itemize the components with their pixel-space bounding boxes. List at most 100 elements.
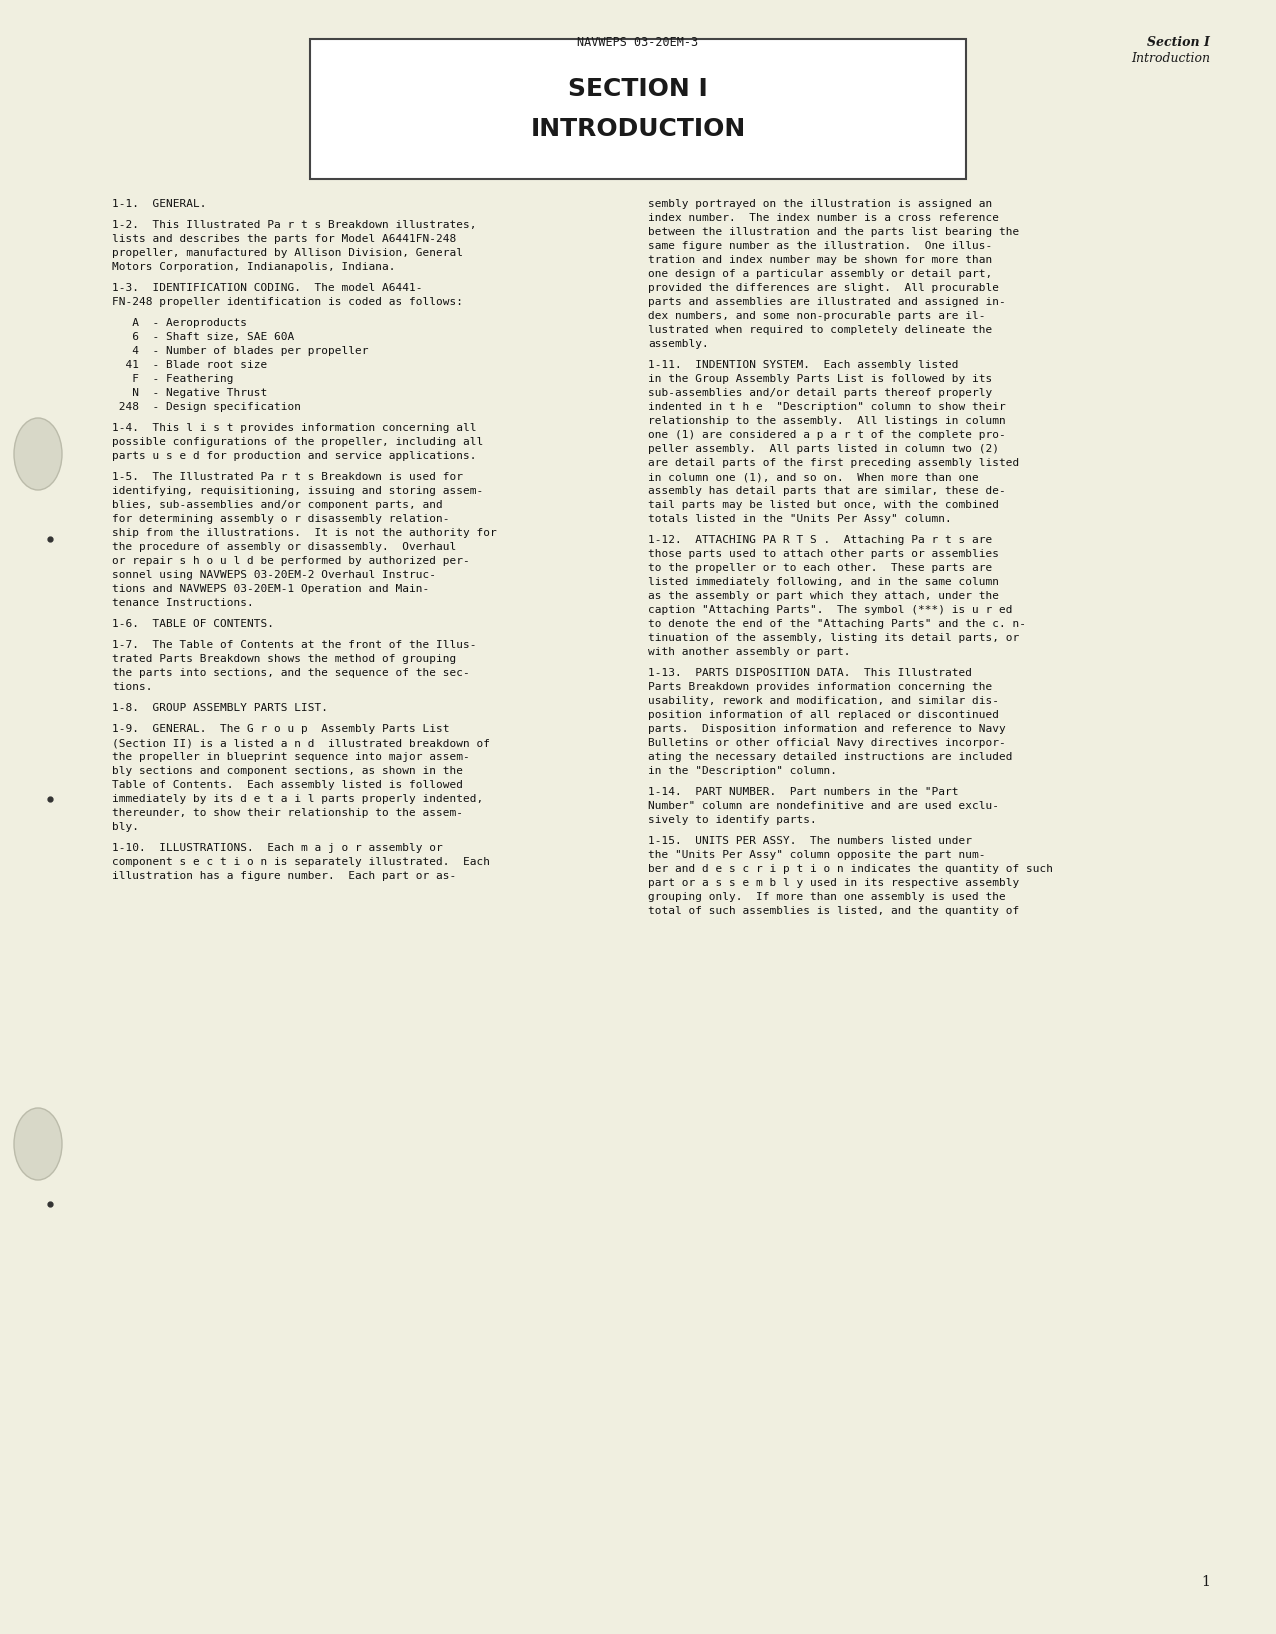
Text: 1-6.  TABLE OF CONTENTS.: 1-6. TABLE OF CONTENTS.: [112, 619, 274, 629]
Text: dex numbers, and some non-procurable parts are il-: dex numbers, and some non-procurable par…: [648, 310, 985, 320]
Text: between the illustration and the parts list bearing the: between the illustration and the parts l…: [648, 227, 1020, 237]
Text: (Section II) is a listed a n d  illustrated breakdown of: (Section II) is a listed a n d illustrat…: [112, 739, 490, 748]
Text: 4  - Number of blades per propeller: 4 - Number of blades per propeller: [112, 346, 369, 356]
Text: the parts into sections, and the sequence of the sec-: the parts into sections, and the sequenc…: [112, 668, 470, 678]
Text: the procedure of assembly or disassembly.  Overhaul: the procedure of assembly or disassembly…: [112, 542, 457, 552]
Text: ber and d e s c r i p t i o n indicates the quantity of such: ber and d e s c r i p t i o n indicates …: [648, 864, 1053, 874]
Text: sub-assemblies and/or detail parts thereof properly: sub-assemblies and/or detail parts there…: [648, 387, 993, 399]
Text: tions.: tions.: [112, 681, 153, 693]
Text: 1-2.  This Illustrated Pa r t s Breakdown illustrates,: 1-2. This Illustrated Pa r t s Breakdown…: [112, 221, 476, 230]
Text: Parts Breakdown provides information concerning the: Parts Breakdown provides information con…: [648, 681, 993, 693]
Text: assembly.: assembly.: [648, 338, 708, 350]
Text: illustration has a figure number.  Each part or as-: illustration has a figure number. Each p…: [112, 871, 457, 881]
Text: 1-14.  PART NUMBER.  Part numbers in the "Part: 1-14. PART NUMBER. Part numbers in the "…: [648, 788, 958, 797]
Text: parts.  Disposition information and reference to Navy: parts. Disposition information and refer…: [648, 724, 1005, 734]
Text: 1-8.  GROUP ASSEMBLY PARTS LIST.: 1-8. GROUP ASSEMBLY PARTS LIST.: [112, 703, 328, 712]
Ellipse shape: [14, 1108, 63, 1180]
Text: propeller, manufactured by Allison Division, General: propeller, manufactured by Allison Divis…: [112, 248, 463, 258]
Text: ship from the illustrations.  It is not the authority for: ship from the illustrations. It is not t…: [112, 528, 496, 538]
Text: immediately by its d e t a i l parts properly indented,: immediately by its d e t a i l parts pro…: [112, 794, 484, 804]
Text: peller assembly.  All parts listed in column two (2): peller assembly. All parts listed in col…: [648, 444, 999, 454]
Text: parts u s e d for production and service applications.: parts u s e d for production and service…: [112, 451, 476, 461]
Text: 1: 1: [1201, 1575, 1210, 1588]
Text: same figure number as the illustration.  One illus-: same figure number as the illustration. …: [648, 240, 993, 252]
Text: the propeller in blueprint sequence into major assem-: the propeller in blueprint sequence into…: [112, 752, 470, 761]
Text: in column one (1), and so on.  When more than one: in column one (1), and so on. When more …: [648, 472, 979, 482]
Text: F  - Feathering: F - Feathering: [112, 374, 234, 384]
Bar: [310, 39, 966, 180]
Text: 6  - Shaft size, SAE 60A: 6 - Shaft size, SAE 60A: [112, 332, 295, 342]
Text: Bulletins or other official Navy directives incorpor-: Bulletins or other official Navy directi…: [648, 739, 1005, 748]
Text: Section I: Section I: [1147, 36, 1210, 49]
Text: lustrated when required to completely delineate the: lustrated when required to completely de…: [648, 325, 993, 335]
Text: or repair s h o u l d be performed by authorized per-: or repair s h o u l d be performed by au…: [112, 556, 470, 565]
Text: trated Parts Breakdown shows the method of grouping: trated Parts Breakdown shows the method …: [112, 654, 457, 663]
Text: 1-4.  This l i s t provides information concerning all: 1-4. This l i s t provides information c…: [112, 423, 476, 433]
Text: in the "Description" column.: in the "Description" column.: [648, 766, 837, 776]
Text: tenance Instructions.: tenance Instructions.: [112, 598, 254, 608]
Ellipse shape: [14, 418, 63, 490]
Text: in the Group Assembly Parts List is followed by its: in the Group Assembly Parts List is foll…: [648, 374, 993, 384]
Text: 248  - Design specification: 248 - Design specification: [112, 402, 301, 412]
Text: sembly portrayed on the illustration is assigned an: sembly portrayed on the illustration is …: [648, 199, 993, 209]
Text: 1-1.  GENERAL.: 1-1. GENERAL.: [112, 199, 207, 209]
Text: 1-7.  The Table of Contents at the front of the Illus-: 1-7. The Table of Contents at the front …: [112, 641, 476, 650]
Text: 1-3.  IDENTIFICATION CODING.  The model A6441-: 1-3. IDENTIFICATION CODING. The model A6…: [112, 283, 422, 292]
Text: listed immediately following, and in the same column: listed immediately following, and in the…: [648, 577, 999, 587]
Text: 1-12.  ATTACHING PA R T S .  Attaching Pa r t s are: 1-12. ATTACHING PA R T S . Attaching Pa …: [648, 534, 993, 546]
Text: are detail parts of the first preceding assembly listed: are detail parts of the first preceding …: [648, 458, 1020, 467]
Text: A  - Aeroproducts: A - Aeroproducts: [112, 319, 248, 328]
Text: one design of a particular assembly or detail part,: one design of a particular assembly or d…: [648, 270, 993, 279]
Text: FN-248 propeller identification is coded as follows:: FN-248 propeller identification is coded…: [112, 297, 463, 307]
Text: N  - Negative Thrust: N - Negative Thrust: [112, 387, 267, 399]
Text: ating the necessary detailed instructions are included: ating the necessary detailed instruction…: [648, 752, 1012, 761]
Text: NAVWEPS 03-20EM-3: NAVWEPS 03-20EM-3: [578, 36, 698, 49]
Text: tinuation of the assembly, listing its detail parts, or: tinuation of the assembly, listing its d…: [648, 632, 1020, 644]
Text: tail parts may be listed but once, with the combined: tail parts may be listed but once, with …: [648, 500, 999, 510]
Text: 1-9.  GENERAL.  The G r o u p  Assembly Parts List: 1-9. GENERAL. The G r o u p Assembly Par…: [112, 724, 449, 734]
Text: to denote the end of the "Attaching Parts" and the c. n-: to denote the end of the "Attaching Part…: [648, 619, 1026, 629]
Text: component s e c t i o n is separately illustrated.  Each: component s e c t i o n is separately il…: [112, 856, 490, 868]
Text: position information of all replaced or discontinued: position information of all replaced or …: [648, 711, 999, 721]
Text: those parts used to attach other parts or assemblies: those parts used to attach other parts o…: [648, 549, 999, 559]
Text: parts and assemblies are illustrated and assigned in-: parts and assemblies are illustrated and…: [648, 297, 1005, 307]
Text: part or a s s e m b l y used in its respective assembly: part or a s s e m b l y used in its resp…: [648, 877, 1020, 887]
Text: Motors Corporation, Indianapolis, Indiana.: Motors Corporation, Indianapolis, Indian…: [112, 261, 396, 271]
Text: total of such assemblies is listed, and the quantity of: total of such assemblies is listed, and …: [648, 905, 1020, 917]
Text: bly sections and component sections, as shown in the: bly sections and component sections, as …: [112, 766, 463, 776]
Text: grouping only.  If more than one assembly is used the: grouping only. If more than one assembly…: [648, 892, 1005, 902]
Text: relationship to the assembly.  All listings in column: relationship to the assembly. All listin…: [648, 417, 1005, 426]
Text: Table of Contents.  Each assembly listed is followed: Table of Contents. Each assembly listed …: [112, 779, 463, 789]
Text: Introduction: Introduction: [1131, 52, 1210, 65]
Text: totals listed in the "Units Per Assy" column.: totals listed in the "Units Per Assy" co…: [648, 515, 952, 525]
Text: with another assembly or part.: with another assembly or part.: [648, 647, 851, 657]
Text: provided the differences are slight.  All procurable: provided the differences are slight. All…: [648, 283, 999, 292]
Text: 1-10.  ILLUSTRATIONS.  Each m a j o r assembly or: 1-10. ILLUSTRATIONS. Each m a j o r asse…: [112, 843, 443, 853]
Text: for determining assembly o r disassembly relation-: for determining assembly o r disassembly…: [112, 515, 449, 525]
Text: sonnel using NAVWEPS 03-20EM-2 Overhaul Instruc-: sonnel using NAVWEPS 03-20EM-2 Overhaul …: [112, 570, 436, 580]
Text: assembly has detail parts that are similar, these de-: assembly has detail parts that are simil…: [648, 485, 1005, 497]
Text: Number" column are nondefinitive and are used exclu-: Number" column are nondefinitive and are…: [648, 801, 999, 810]
Text: 1-5.  The Illustrated Pa r t s Breakdown is used for: 1-5. The Illustrated Pa r t s Breakdown …: [112, 472, 463, 482]
Text: 41  - Blade root size: 41 - Blade root size: [112, 359, 267, 369]
Text: tration and index number may be shown for more than: tration and index number may be shown fo…: [648, 255, 993, 265]
Text: as the assembly or part which they attach, under the: as the assembly or part which they attac…: [648, 592, 999, 601]
Text: sively to identify parts.: sively to identify parts.: [648, 815, 817, 825]
Text: 1-15.  UNITS PER ASSY.  The numbers listed under: 1-15. UNITS PER ASSY. The numbers listed…: [648, 837, 972, 846]
Text: to the propeller or to each other.  These parts are: to the propeller or to each other. These…: [648, 564, 993, 574]
Text: the "Units Per Assy" column opposite the part num-: the "Units Per Assy" column opposite the…: [648, 850, 985, 859]
Text: identifying, requisitioning, issuing and storing assem-: identifying, requisitioning, issuing and…: [112, 485, 484, 497]
Text: lists and describes the parts for Model A6441FN-248: lists and describes the parts for Model …: [112, 234, 457, 243]
Text: index number.  The index number is a cross reference: index number. The index number is a cros…: [648, 212, 999, 222]
Text: bly.: bly.: [112, 822, 139, 832]
Text: blies, sub-assemblies and/or component parts, and: blies, sub-assemblies and/or component p…: [112, 500, 443, 510]
Text: possible configurations of the propeller, including all: possible configurations of the propeller…: [112, 436, 484, 448]
Text: indented in t h e  "Description" column to show their: indented in t h e "Description" column t…: [648, 402, 1005, 412]
Text: usability, rework and modification, and similar dis-: usability, rework and modification, and …: [648, 696, 999, 706]
Text: 1-11.  INDENTION SYSTEM.  Each assembly listed: 1-11. INDENTION SYSTEM. Each assembly li…: [648, 359, 958, 369]
Text: one (1) are considered a p a r t of the complete pro-: one (1) are considered a p a r t of the …: [648, 430, 1005, 440]
Text: thereunder, to show their relationship to the assem-: thereunder, to show their relationship t…: [112, 807, 463, 819]
Text: 1-13.  PARTS DISPOSITION DATA.  This Illustrated: 1-13. PARTS DISPOSITION DATA. This Illus…: [648, 668, 972, 678]
Text: tions and NAVWEPS 03-20EM-1 Operation and Main-: tions and NAVWEPS 03-20EM-1 Operation an…: [112, 583, 429, 595]
Text: INTRODUCTION: INTRODUCTION: [531, 118, 745, 141]
